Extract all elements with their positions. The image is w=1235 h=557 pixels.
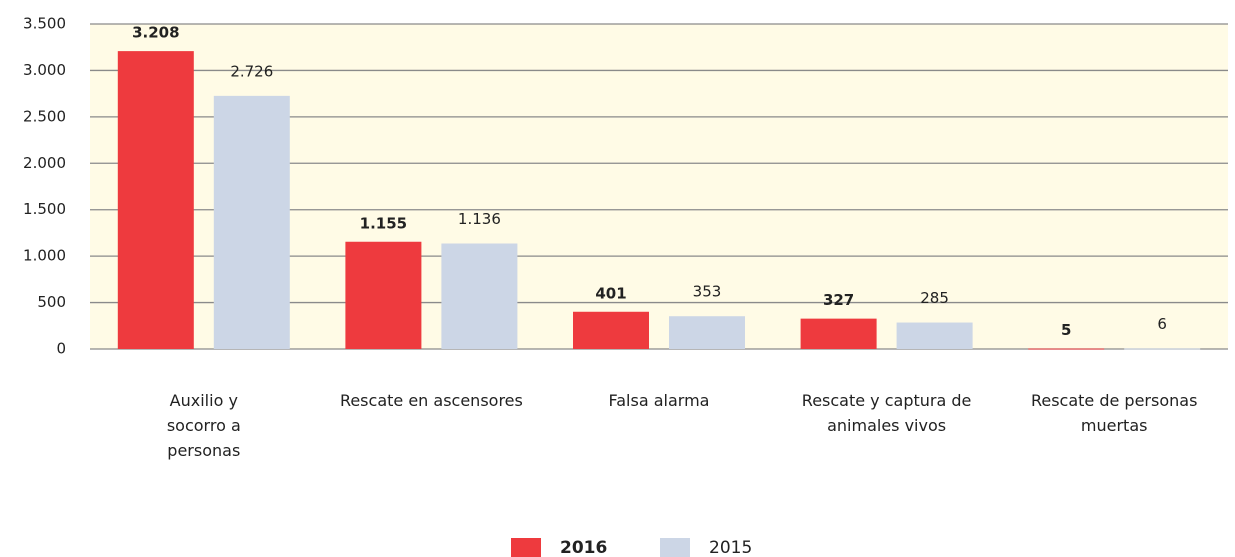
bar <box>573 311 649 349</box>
x-tick-label: Falsa alarma <box>608 391 710 410</box>
y-tick-label: 1.000 <box>23 247 66 265</box>
data-label: 285 <box>920 289 949 307</box>
bar <box>800 318 877 349</box>
data-label: 401 <box>595 284 626 302</box>
bar <box>213 95 290 349</box>
bar <box>896 322 973 349</box>
y-tick-label: 2.000 <box>23 154 66 172</box>
bar <box>1124 348 1201 350</box>
y-tick-label: 1.500 <box>23 200 66 218</box>
bar <box>345 241 422 349</box>
x-tick-label: Rescate y captura de animales vivos <box>801 391 972 435</box>
y-tick-label: 3.000 <box>23 61 66 79</box>
data-label: 3.208 <box>132 24 179 42</box>
data-label: 6 <box>1157 315 1167 333</box>
data-label: 5 <box>1061 321 1071 339</box>
y-tick-label: 500 <box>37 293 66 311</box>
x-tick-label: Rescate de personas muertas <box>1030 391 1198 435</box>
data-label: 327 <box>823 291 854 309</box>
data-label: 2.726 <box>230 62 273 80</box>
data-label: 353 <box>693 283 722 301</box>
legend-swatch <box>660 538 690 557</box>
y-tick-label: 2.500 <box>23 107 66 125</box>
legend-label: 2015 <box>709 538 752 557</box>
x-tick-label: Rescate en ascensores <box>339 391 523 410</box>
legend-label: 2016 <box>560 538 607 557</box>
bar <box>1028 348 1105 350</box>
bar <box>441 243 518 349</box>
data-label: 1.136 <box>458 210 501 228</box>
bar <box>117 51 194 349</box>
x-tick-label: Auxilio y socorro a personas <box>166 391 241 460</box>
y-tick-label: 0 <box>56 340 66 358</box>
y-tick-label: 3.500 <box>23 15 66 33</box>
legend-swatch <box>511 538 541 557</box>
bar <box>669 316 745 349</box>
data-label: 1.155 <box>360 214 407 232</box>
